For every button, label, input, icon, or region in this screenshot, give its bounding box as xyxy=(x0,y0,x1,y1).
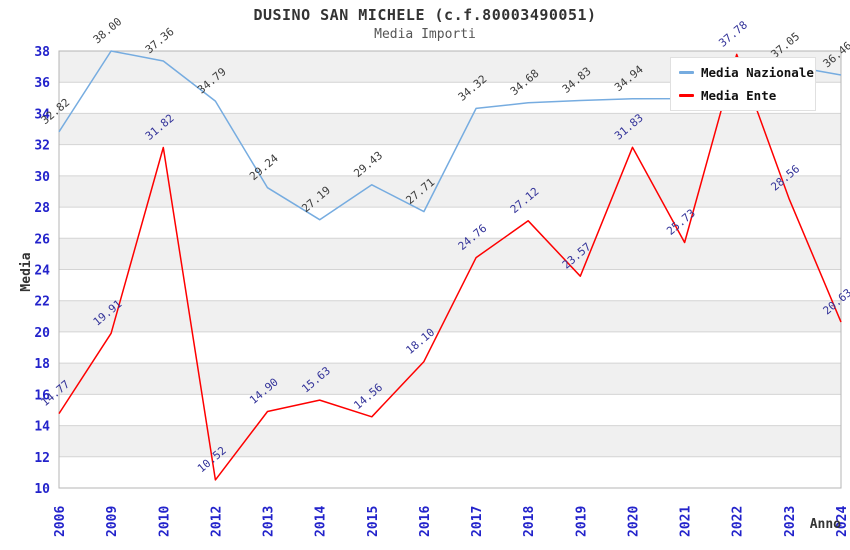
x-tick-label: 2017 xyxy=(470,506,485,537)
x-axis-title: Anno xyxy=(810,517,841,532)
x-tick-label: 2006 xyxy=(53,506,68,537)
legend-item-media-ente: Media Ente xyxy=(679,88,807,103)
chart-subtitle: Media Importi xyxy=(374,27,476,42)
legend-label-media-nazionale: Media Nazionale xyxy=(701,65,814,80)
plot-band xyxy=(59,175,841,208)
y-axis-title: Media xyxy=(19,252,34,291)
point-label: 25.73 xyxy=(664,207,698,238)
y-tick-label: 10 xyxy=(34,482,50,497)
x-tick-label: 2018 xyxy=(522,506,537,537)
x-tick-label: 2021 xyxy=(679,506,694,537)
series-line-media-ente xyxy=(58,53,842,481)
plot-band xyxy=(59,425,841,457)
y-tick-label: 32 xyxy=(34,139,50,154)
x-tick-label: 2010 xyxy=(157,506,172,537)
y-tick-label: 12 xyxy=(34,451,50,466)
y-tick-label: 28 xyxy=(34,201,50,216)
legend-swatch-media-ente xyxy=(679,94,694,97)
x-tick-label: 2009 xyxy=(105,506,120,537)
point-label: 37.78 xyxy=(716,18,750,49)
x-tick-label: 2022 xyxy=(731,506,746,537)
y-tick-label: 24 xyxy=(34,264,50,279)
y-tick-label: 20 xyxy=(34,326,50,341)
x-tick-label: 2020 xyxy=(626,506,641,537)
legend: Media Nazionale Media Ente xyxy=(670,57,816,111)
legend-item-media-nazionale: Media Nazionale xyxy=(679,65,814,80)
plot-band xyxy=(59,113,841,145)
plot-band xyxy=(59,363,841,395)
x-tick-label: 2012 xyxy=(209,506,224,537)
x-tick-label: 2024 xyxy=(835,506,850,537)
plot-band xyxy=(59,300,841,332)
x-tick-label: 2014 xyxy=(314,506,329,537)
x-tick-label: 2013 xyxy=(262,506,277,537)
x-tick-label: 2015 xyxy=(366,506,381,537)
y-tick-label: 22 xyxy=(34,295,50,310)
chart-title: DUSINO SAN MICHELE (c.f.80003490051) xyxy=(253,6,597,24)
plot-border xyxy=(58,50,842,489)
x-tick-label: 2019 xyxy=(574,506,589,537)
x-tick-label: 2016 xyxy=(418,506,433,537)
x-tick-label: 2023 xyxy=(783,506,798,537)
y-tick-label: 34 xyxy=(34,107,50,122)
y-tick-label: 18 xyxy=(34,357,50,372)
point-label: 38.00 xyxy=(91,15,125,46)
legend-swatch-media-nazionale xyxy=(679,71,694,74)
y-tick-label: 36 xyxy=(34,76,50,91)
y-tick-label: 30 xyxy=(34,170,50,185)
y-tick-label: 14 xyxy=(34,420,50,435)
y-tick-label: 26 xyxy=(34,232,50,247)
y-tick-label: 38 xyxy=(34,45,50,60)
legend-label-media-ente: Media Ente xyxy=(701,88,777,103)
y-tick-label: 16 xyxy=(34,388,50,403)
plot-band xyxy=(59,238,841,270)
